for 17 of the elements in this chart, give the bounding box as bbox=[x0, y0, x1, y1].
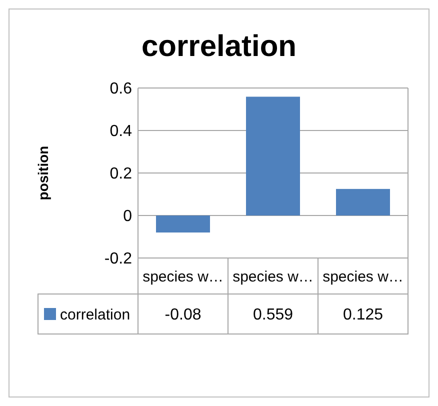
y-tick-label: 0 bbox=[123, 208, 132, 226]
y-tick-label: 0.6 bbox=[110, 80, 132, 98]
chart-title: correlation bbox=[141, 30, 297, 63]
bar bbox=[156, 216, 210, 232]
bar bbox=[336, 188, 390, 216]
y-tick-label: 0.2 bbox=[110, 166, 132, 183]
y-tick-label: 0.4 bbox=[110, 123, 132, 140]
y-axis-title: position bbox=[35, 146, 51, 200]
data-label: 0.125 bbox=[342, 306, 384, 324]
y-tick-label: -0.2 bbox=[104, 250, 132, 268]
bar bbox=[246, 96, 300, 216]
legend-label: correlation bbox=[60, 306, 130, 324]
x-tick-label: species w… bbox=[322, 268, 404, 286]
x-tick-label: species w… bbox=[142, 268, 224, 286]
data-label: 0.559 bbox=[252, 306, 294, 324]
data-label: -0.08 bbox=[164, 306, 202, 324]
x-tick-label: species w… bbox=[232, 268, 314, 286]
